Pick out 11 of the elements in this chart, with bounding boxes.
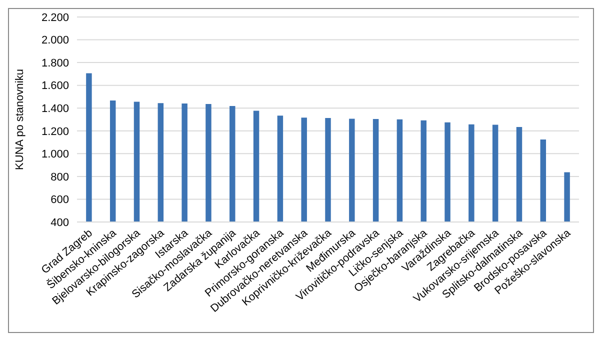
y-tick-label: 1.000 [41,148,69,161]
y-tick-label: 1.400 [41,103,69,116]
y-axis-title: KUNA po stanovniku [14,69,26,170]
y-tick-label: 2.000 [41,34,69,47]
y-tick-label: 1.600 [41,80,69,92]
y-tick-label: 400 [50,216,69,229]
y-tick-label: 1.800 [41,57,69,70]
y-tick-label: 2.200 [41,12,69,24]
y-tick-label: 800 [50,171,69,184]
y-tick-label: 1.200 [41,126,69,138]
y-tick-label: 600 [50,194,69,206]
